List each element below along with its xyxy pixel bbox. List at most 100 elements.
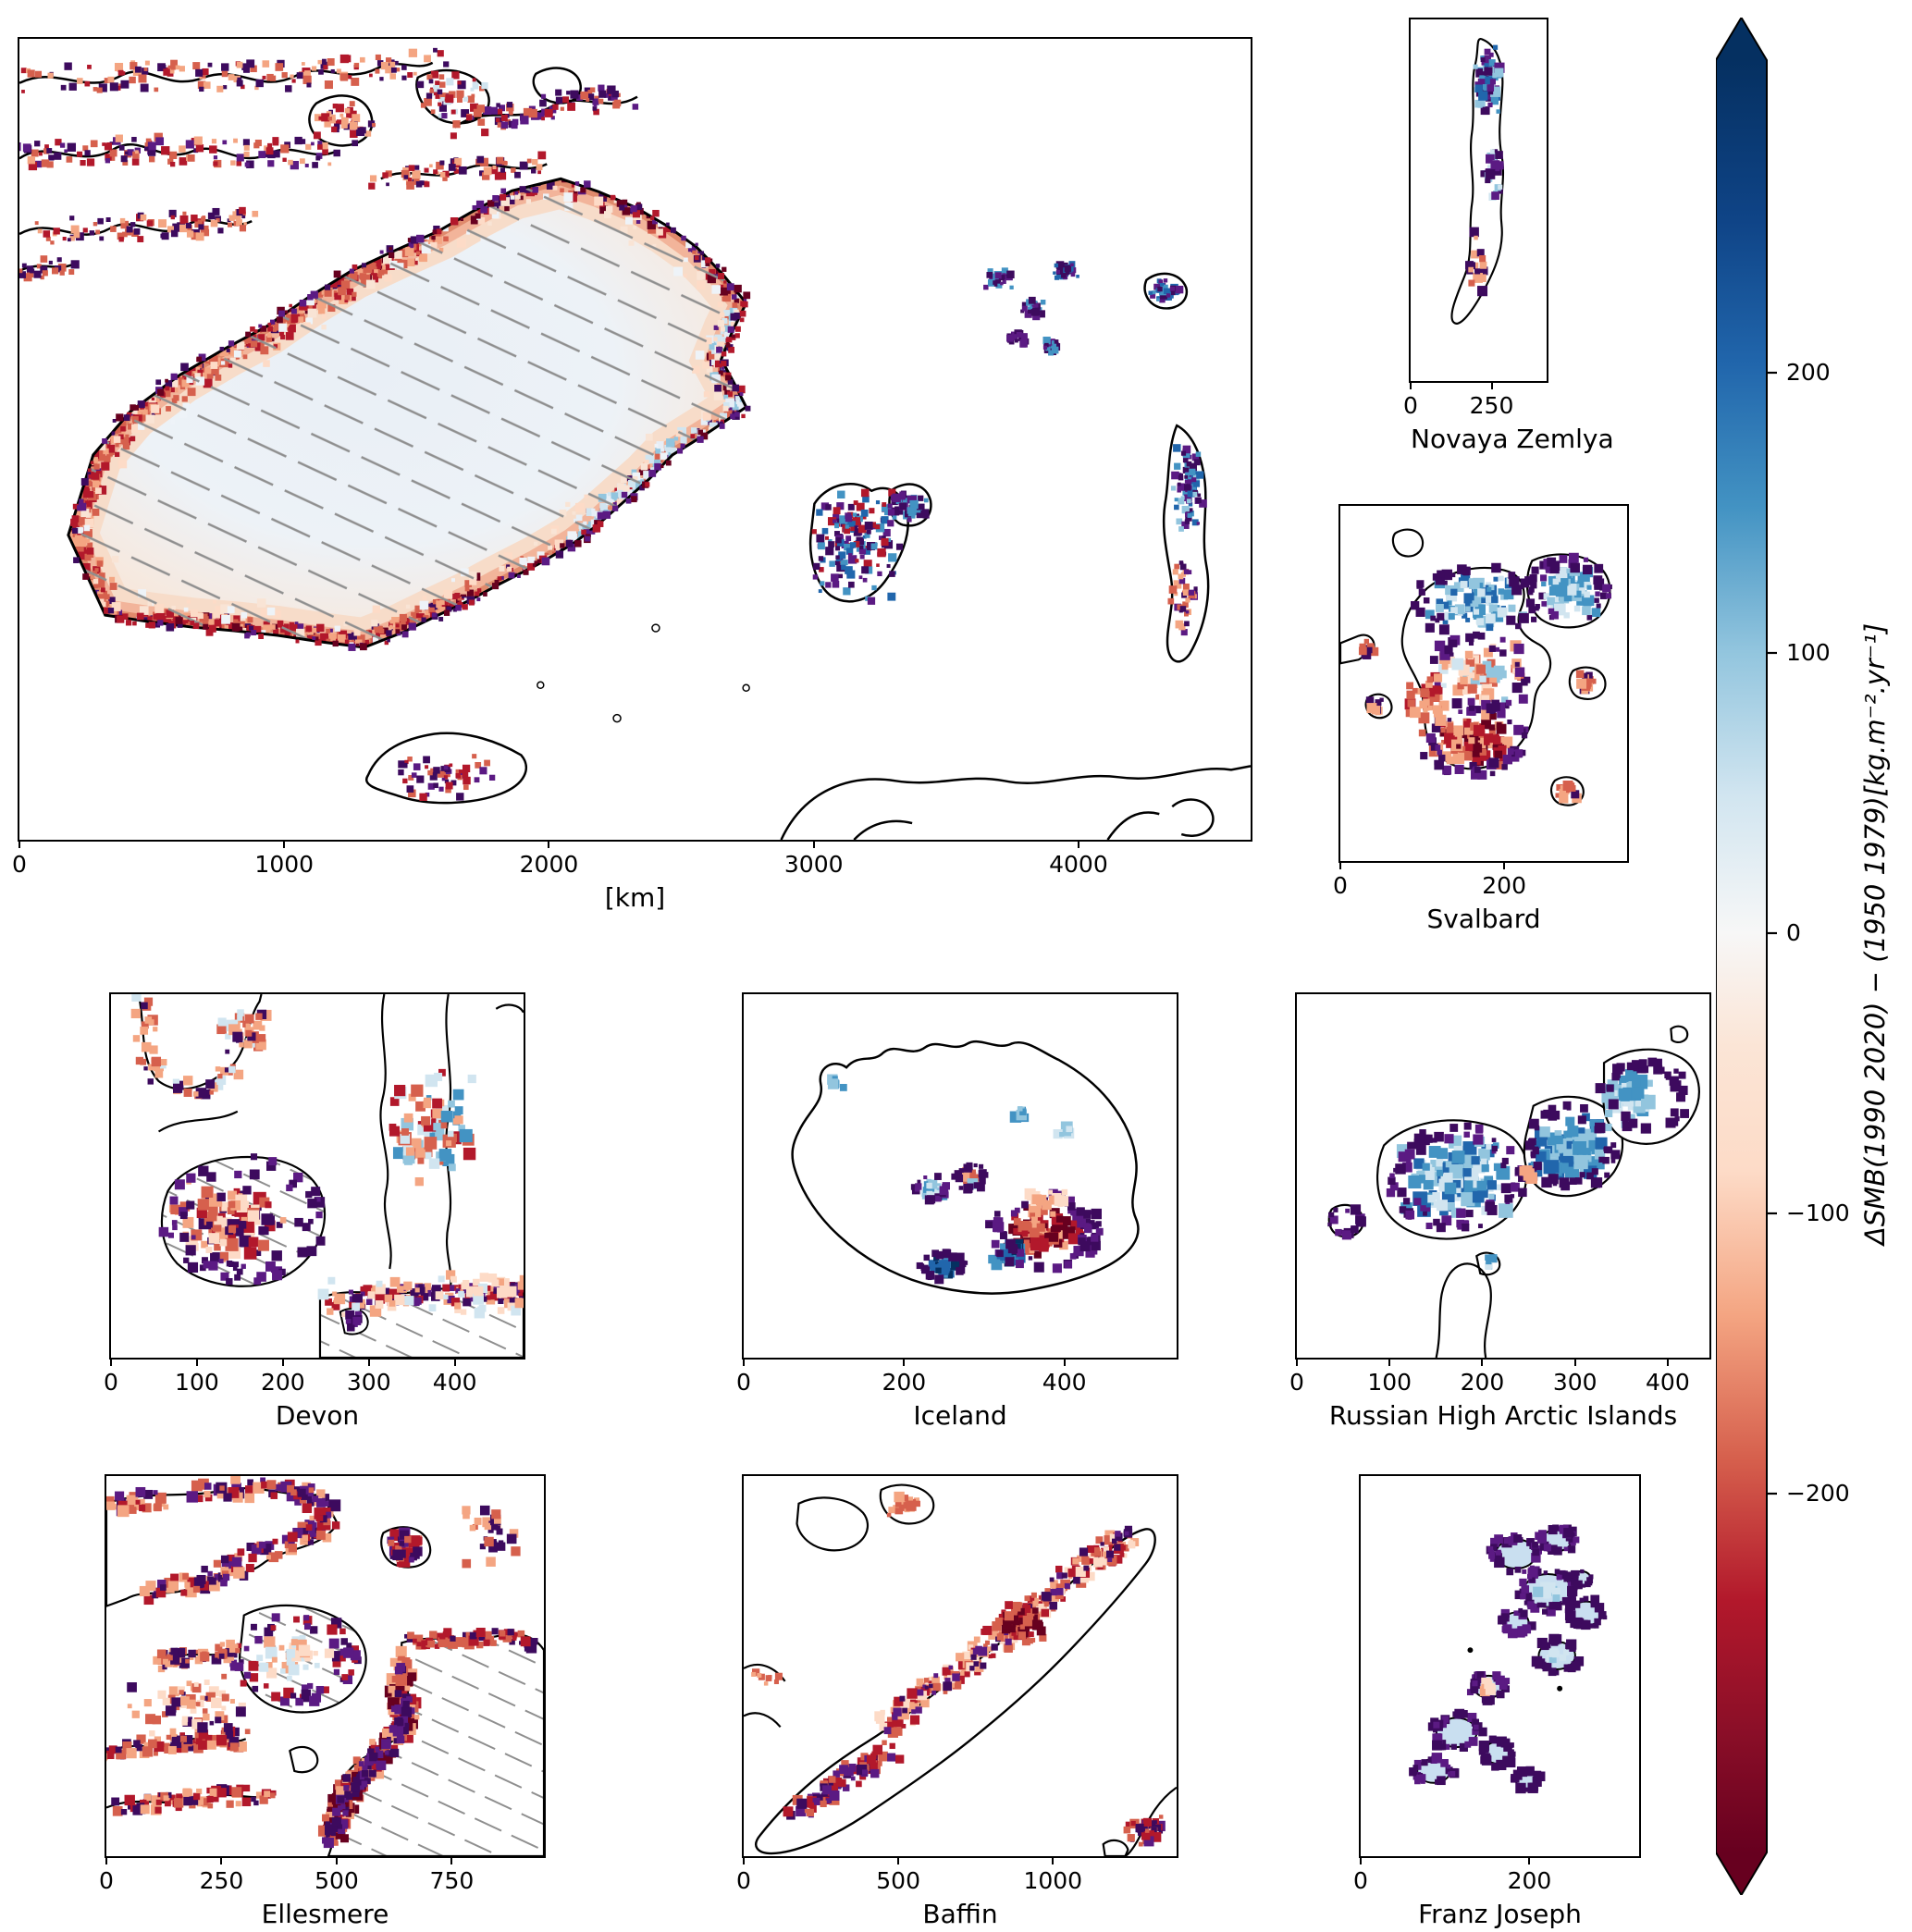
x-tick xyxy=(1296,1358,1298,1366)
x-tick xyxy=(283,840,286,848)
x-tick xyxy=(195,1358,198,1366)
colorbar-bar xyxy=(1716,18,1768,1895)
x-tick-label: 500 xyxy=(315,1867,359,1894)
x-tick xyxy=(1490,381,1493,389)
x-tick-label: 100 xyxy=(1367,1369,1412,1396)
x-tick-label: 1000 xyxy=(1023,1867,1083,1894)
colorbar-label: ΔSMB(1990 2020) − (1950 1979)[kg.m⁻².yr⁻… xyxy=(1859,622,1891,1246)
x-tick-label: 0 xyxy=(1403,392,1418,419)
x-tick-label: 2000 xyxy=(519,851,579,878)
greenland-region xyxy=(67,177,748,649)
x-tick-label: 1000 xyxy=(254,851,315,878)
greenland-hatched-interior xyxy=(68,178,746,647)
xlabel-ellesmere: Ellesmere xyxy=(261,1899,389,1929)
devon-map xyxy=(130,994,524,1358)
baffin-map xyxy=(744,1483,1177,1856)
x-tick-label: 400 xyxy=(1646,1369,1690,1396)
colorbar-tick-label: −200 xyxy=(1786,1480,1850,1507)
x-tick xyxy=(743,1856,745,1864)
svalbard-map xyxy=(1340,528,1612,806)
x-tick xyxy=(105,1856,107,1864)
x-tick-label: 0 xyxy=(1333,872,1348,899)
russian-high-arctic-map xyxy=(1327,1025,1700,1358)
islet-dot xyxy=(1467,1647,1474,1654)
panel-ellesmere: 0 250 500 750 Ellesmere xyxy=(99,1474,546,1928)
x-tick-label: 0 xyxy=(1353,1867,1368,1894)
xlabel-devon: Devon xyxy=(275,1400,360,1431)
x-tick xyxy=(1503,861,1506,869)
x-tick-label: 0 xyxy=(1289,1369,1304,1396)
panel-arctic-overview: 0 1000 2000 3000 4000 [km] xyxy=(12,37,1252,912)
colorbar-gradient xyxy=(1716,18,1777,1895)
x-tick-label: 200 xyxy=(260,1369,305,1396)
iceland-map xyxy=(791,1040,1140,1295)
x-tick xyxy=(1388,1358,1391,1366)
x-tick xyxy=(220,1856,223,1864)
x-tick-label: 0 xyxy=(736,1867,751,1894)
x-tick-label: 400 xyxy=(1042,1369,1087,1396)
x-tick xyxy=(110,1358,112,1366)
x-tick-label: 300 xyxy=(1552,1369,1597,1396)
x-tick-label: 200 xyxy=(1507,1867,1552,1894)
x-tick xyxy=(1573,1358,1576,1366)
x-tick xyxy=(335,1856,338,1864)
x-tick xyxy=(897,1856,900,1864)
x-tick xyxy=(1339,861,1341,869)
x-tick xyxy=(903,1358,906,1366)
x-tick xyxy=(1666,1358,1669,1366)
x-tick xyxy=(1410,381,1412,389)
xlabel-svalbard: Svalbard xyxy=(1426,904,1541,934)
arctic-overview-map xyxy=(19,47,1251,840)
x-tick xyxy=(743,1358,745,1366)
x-tick-label: 3000 xyxy=(783,851,844,878)
islet-dot xyxy=(1557,1685,1563,1692)
panel-devon: 0 100 200 300 400 Devon xyxy=(104,992,525,1430)
x-tick-label: 250 xyxy=(1469,392,1514,419)
x-tick xyxy=(1077,840,1079,848)
franz-joseph-map xyxy=(1409,1524,1608,1794)
x-tick xyxy=(1360,1856,1362,1864)
panel-baffin: 0 500 1000 Baffin xyxy=(736,1474,1178,1928)
panel-svalbard: 0 200 Svalbard xyxy=(1333,504,1629,933)
xlabel-russian: Russian High Arctic Islands xyxy=(1328,1400,1678,1431)
panel-novaya-zemlya: 0 250 Novaya Zemlya xyxy=(1403,18,1614,453)
x-tick xyxy=(19,840,20,848)
x-tick-label: 500 xyxy=(876,1867,920,1894)
x-tick-label: 4000 xyxy=(1049,851,1108,878)
x-tick xyxy=(1481,1358,1484,1366)
novaya-zemlya-map xyxy=(1450,38,1505,325)
x-tick-label: 200 xyxy=(1460,1369,1505,1396)
x-tick xyxy=(450,1856,453,1864)
xlabel-main: [km] xyxy=(604,882,666,913)
x-tick-label: 0 xyxy=(12,851,27,878)
x-tick xyxy=(548,840,550,848)
x-tick-label: 400 xyxy=(432,1369,477,1396)
x-tick xyxy=(1052,1856,1055,1864)
x-tick-label: 250 xyxy=(199,1867,244,1894)
x-tick xyxy=(812,840,815,848)
x-tick xyxy=(281,1358,284,1366)
x-tick xyxy=(367,1358,370,1366)
x-tick xyxy=(453,1358,456,1366)
x-tick xyxy=(1528,1856,1531,1864)
x-tick-label: 0 xyxy=(736,1369,751,1396)
colorbar-tick-label: 100 xyxy=(1786,639,1831,666)
x-tick-label: 200 xyxy=(1482,872,1526,899)
colorbar-tick-label: 0 xyxy=(1786,919,1801,946)
x-tick-label: 300 xyxy=(346,1369,391,1396)
colorbar-tick-label: −100 xyxy=(1786,1200,1850,1226)
panel-franz-joseph: 0 200 Franz Joseph xyxy=(1353,1474,1641,1928)
other-coastlines xyxy=(365,272,1251,840)
xlabel-iceland: Iceland xyxy=(913,1400,1007,1431)
x-tick-label: 200 xyxy=(882,1369,927,1396)
x-tick-label: 0 xyxy=(104,1369,118,1396)
x-tick xyxy=(1063,1358,1066,1366)
ellesmere-map xyxy=(106,1476,544,1856)
xlabel-baffin: Baffin xyxy=(922,1899,998,1929)
x-tick-label: 100 xyxy=(175,1369,219,1396)
panel-iceland: 0 200 400 Iceland xyxy=(736,992,1178,1430)
panel-russian-high-arctic: 0 100 200 300 400 Russian High Arctic Island… xyxy=(1289,992,1711,1430)
xlabel-novaya-zemlya: Novaya Zemlya xyxy=(1411,424,1614,454)
x-tick-label: 0 xyxy=(99,1867,114,1894)
